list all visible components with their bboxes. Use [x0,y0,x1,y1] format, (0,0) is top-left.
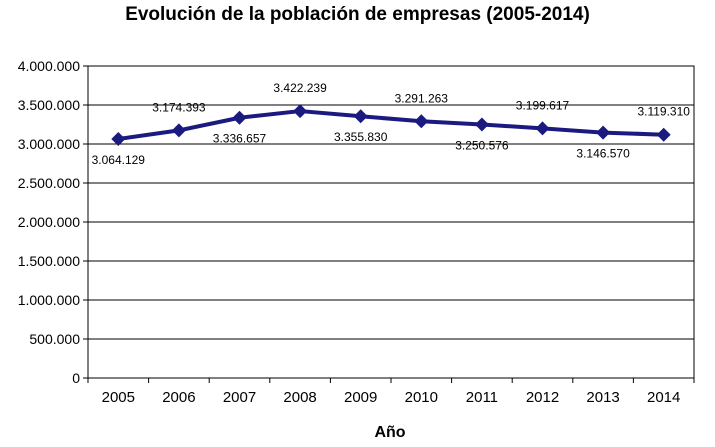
y-tick-label: 3.000.000 [18,136,80,152]
data-point-marker [171,123,186,138]
data-label: 3.064.129 [92,153,146,167]
y-tick-label: 500.000 [29,331,80,347]
x-tick-label: 2013 [586,389,619,406]
data-point-marker [535,121,550,136]
x-tick-label: 2008 [283,389,316,406]
chart-title: Evolución de la población de empresas (2… [125,4,590,25]
data-point-marker [232,110,247,125]
series-line [118,109,664,141]
y-tick-label: 1.000.000 [18,292,80,308]
x-axis-label: Año [374,424,406,441]
data-label: 3.291.263 [395,91,449,105]
data-label: 3.146.570 [576,147,630,161]
x-tick-label: 2007 [223,389,256,406]
data-label: 3.174.393 [152,100,206,114]
x-tick-label: 2012 [526,389,559,406]
y-tick-label: 3.500.000 [18,97,80,113]
data-point-marker [353,109,368,124]
data-point-marker [474,117,489,132]
data-point-marker [656,127,671,142]
data-point-marker [414,114,429,129]
x-tick-label: 2010 [405,389,438,406]
y-tick-label: 0 [72,370,80,386]
y-tick-label: 2.000.000 [18,214,80,230]
y-tick-label: 4.000.000 [18,58,80,74]
x-tick-label: 2009 [344,389,377,406]
data-label: 3.336.657 [213,132,267,146]
data-label: 3.119.310 [637,105,690,119]
data-point-marker [293,104,308,119]
x-tick-label: 2005 [102,389,135,406]
data-label: 3.199.617 [516,98,570,112]
data-label: 3.422.239 [273,81,327,95]
data-point-marker [596,125,611,140]
data-label: 3.355.830 [334,130,388,144]
x-tick-label: 2014 [647,389,680,406]
data-label: 3.250.576 [455,138,509,152]
x-tick-label: 2006 [162,389,195,406]
y-tick-label: 1.500.000 [18,253,80,269]
data-point-marker [111,131,126,146]
x-tick-label: 2011 [466,389,498,406]
y-tick-label: 2.500.000 [18,175,80,191]
